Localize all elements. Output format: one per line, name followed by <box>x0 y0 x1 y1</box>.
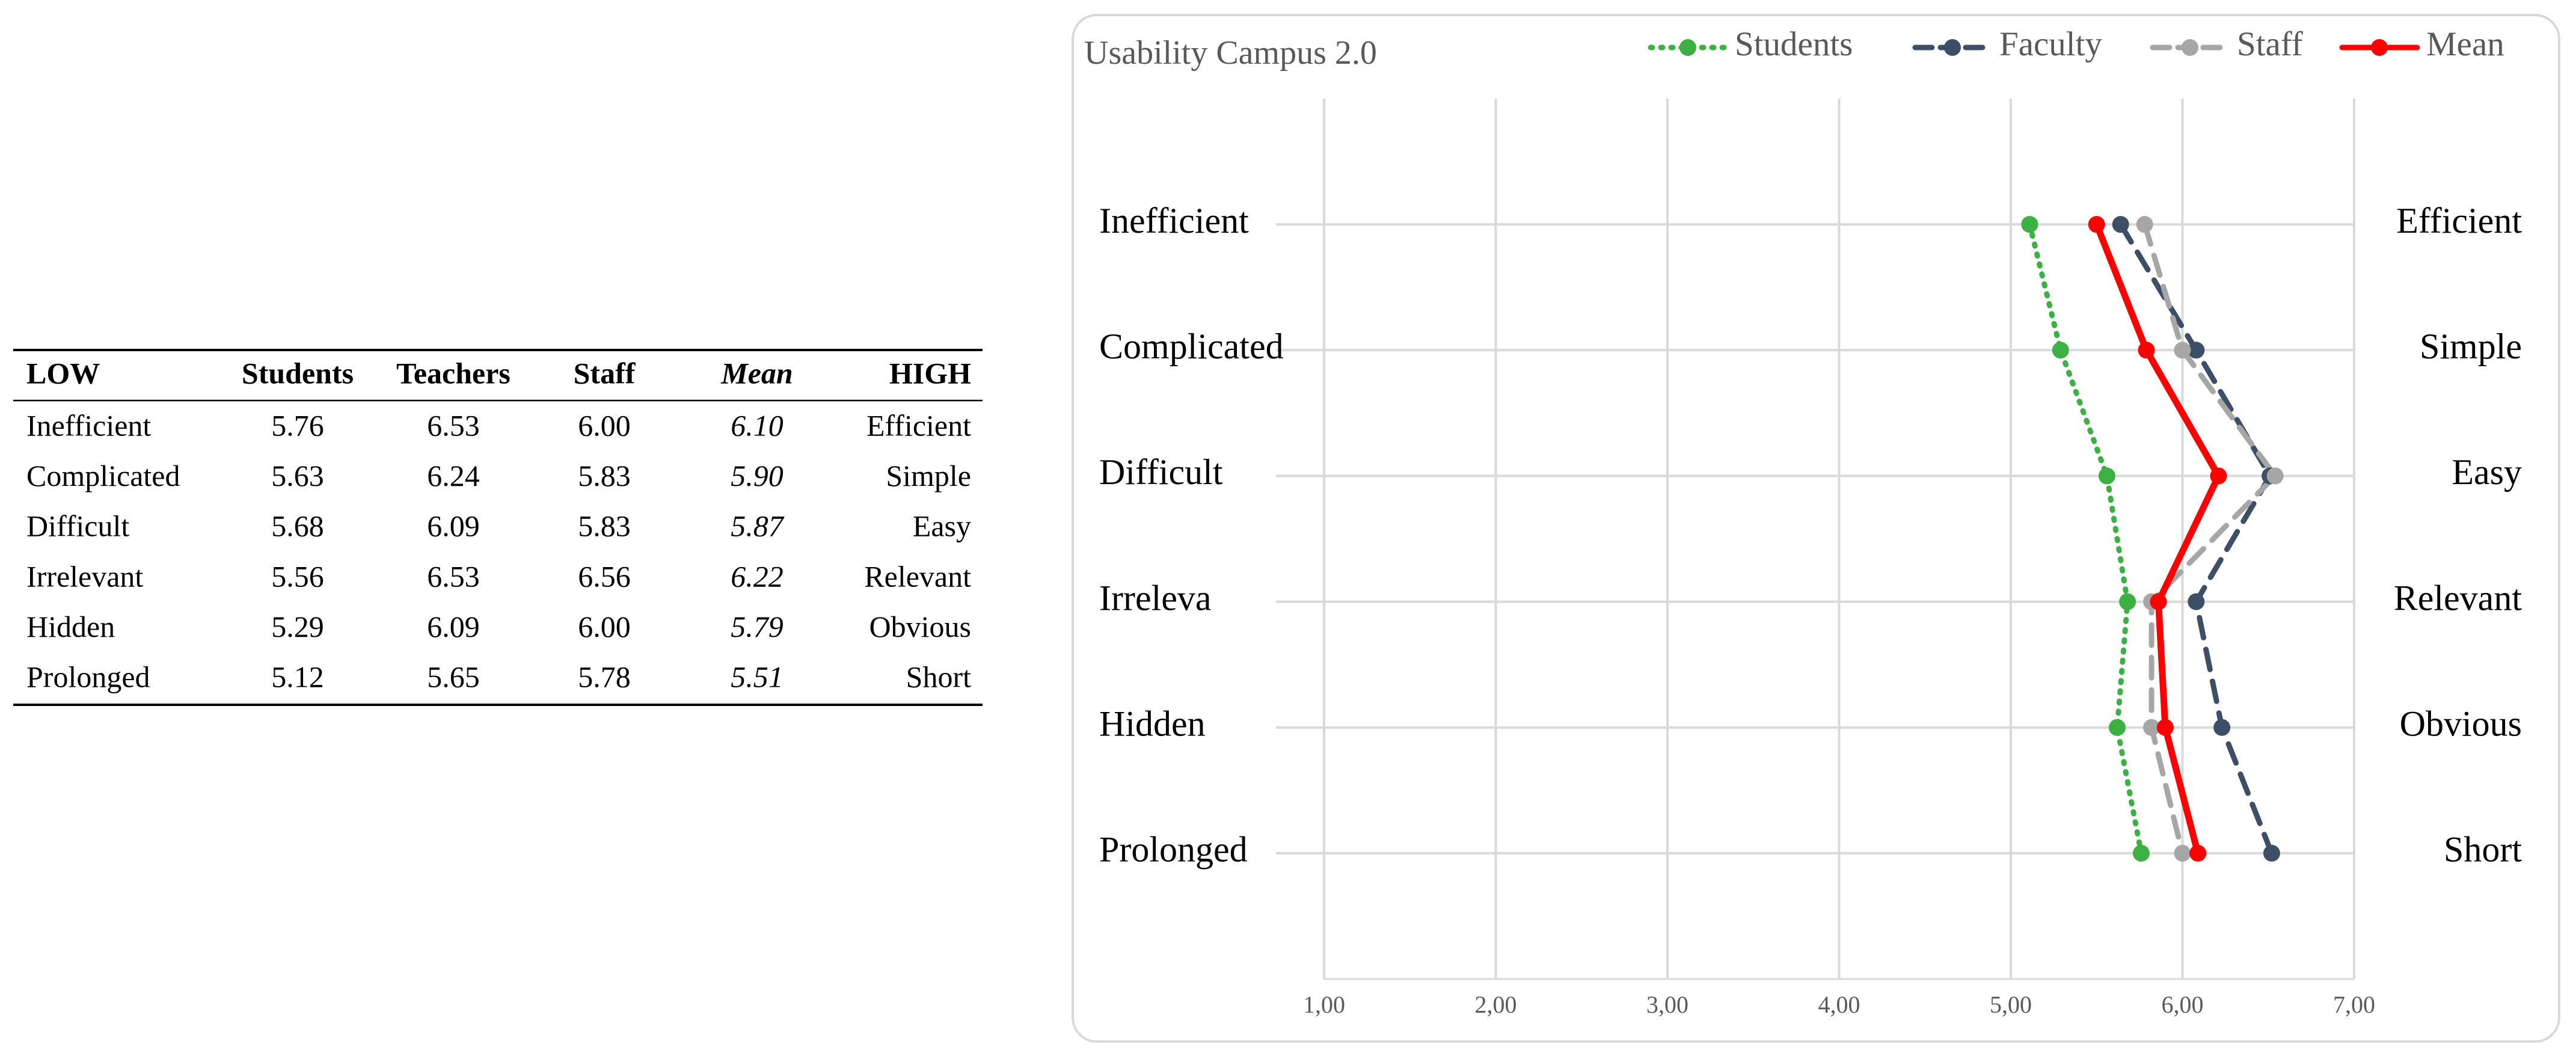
table-cell: Difficult <box>26 509 129 543</box>
table-cell: 5.65 <box>427 660 480 693</box>
series-line <box>2026 221 2144 856</box>
table-cell: 5.83 <box>578 459 631 493</box>
table-header-cell: Mean <box>720 356 793 390</box>
point <box>2188 342 2205 359</box>
series-line <box>2093 221 2222 857</box>
legend-label: Mean <box>2426 25 2504 63</box>
point <box>2174 342 2191 359</box>
point <box>2021 216 2038 233</box>
table-cell: 6.09 <box>427 610 480 643</box>
chart-frame <box>1072 14 2560 1043</box>
table-cell: 6.53 <box>427 559 480 593</box>
table-cell: Hidden <box>26 610 115 643</box>
table-cell: 6.10 <box>731 408 784 442</box>
legend-marker <box>2371 39 2388 56</box>
point <box>2143 719 2160 736</box>
category-label: Hidden <box>1099 704 1206 743</box>
table-cell: Easy <box>913 509 971 543</box>
table-header-cell: Teachers <box>396 356 511 390</box>
x-tick-label: 1,00 <box>1303 991 1345 1018</box>
legend-marker <box>2182 39 2198 56</box>
point <box>2210 467 2227 485</box>
table-cell: Prolonged <box>26 660 150 693</box>
table-cell: 5.83 <box>578 509 631 543</box>
table-cell: 5.79 <box>731 610 784 643</box>
category-label: Difficult <box>1099 452 1223 492</box>
point <box>2132 844 2150 862</box>
table-cell: 5.87 <box>731 509 785 543</box>
x-tick-label: 2,00 <box>1475 991 1517 1018</box>
table-cell: 5.56 <box>271 559 324 593</box>
table-cell: 6.00 <box>578 610 631 643</box>
category-label: Complicated <box>1099 327 1284 366</box>
table-cell: Simple <box>886 459 971 493</box>
legend-label: Faculty <box>1999 25 2102 63</box>
point <box>2136 216 2153 233</box>
category-label: Irreleva <box>1099 578 1212 618</box>
x-tick-label: 5,00 <box>1990 991 2032 1018</box>
legend-label: Students <box>1735 25 1853 63</box>
point <box>2150 593 2167 610</box>
table-cell: 6.56 <box>578 559 631 593</box>
table-header-cell: Students <box>242 356 354 390</box>
category-label-right: Short <box>2444 830 2522 870</box>
point <box>2088 216 2105 233</box>
table-cell: 5.12 <box>271 660 324 693</box>
table-header-cell: LOW <box>26 356 100 390</box>
table-cell: Relevant <box>864 559 971 593</box>
category-label-right: Relevant <box>2394 578 2522 618</box>
category-label: Inefficient <box>1099 201 1249 241</box>
x-tick-label: 4,00 <box>1818 991 1860 1018</box>
category-label-right: Simple <box>2420 327 2522 366</box>
legend-marker <box>1679 39 1696 56</box>
point <box>2138 342 2155 359</box>
legend-marker <box>1944 39 1961 56</box>
point <box>2263 844 2280 862</box>
point <box>2213 719 2231 736</box>
point <box>2266 467 2284 485</box>
series-line <box>2142 221 2279 856</box>
category-label-right: Efficient <box>2396 201 2522 241</box>
table-cell: 6.53 <box>427 408 480 442</box>
point <box>2188 593 2205 610</box>
table-header-cell: HIGH <box>889 356 971 390</box>
point <box>2119 593 2136 610</box>
table-cell: 6.09 <box>427 509 480 543</box>
table-cell: 5.76 <box>271 408 324 442</box>
point <box>2109 719 2126 736</box>
category-label-right: Easy <box>2452 452 2522 492</box>
table-cell: Inefficient <box>26 408 151 442</box>
point <box>2112 216 2129 233</box>
x-tick-label: 3,00 <box>1646 991 1688 1018</box>
table-cell: 5.29 <box>271 610 324 643</box>
point <box>2156 719 2174 736</box>
table-cell: Irrelevant <box>26 559 143 593</box>
category-label: Prolonged <box>1099 830 1248 870</box>
legend-label: Staff <box>2237 25 2303 63</box>
table-cell: Short <box>906 660 971 693</box>
x-tick-label: 6,00 <box>2162 991 2204 1018</box>
table-cell: 6.22 <box>731 559 784 593</box>
point <box>2098 467 2115 485</box>
table-cell: 5.63 <box>271 459 324 493</box>
table-cell: 5.90 <box>731 459 784 493</box>
table-cell: 5.68 <box>271 509 324 543</box>
point <box>2174 844 2191 862</box>
table-cell: 5.51 <box>731 660 784 693</box>
table-cell: Complicated <box>26 459 180 493</box>
point <box>2052 342 2069 359</box>
table-cell: 6.00 <box>578 408 631 442</box>
table-cell: Obvious <box>869 610 971 643</box>
table-cell: Efficient <box>866 408 971 442</box>
chart-title: Usability Campus 2.0 <box>1084 34 1377 72</box>
table-header-cell: Staff <box>574 356 636 390</box>
table-cell: 5.78 <box>578 660 631 693</box>
table-cell: 6.24 <box>427 459 480 493</box>
x-tick-label: 7,00 <box>2333 991 2375 1018</box>
point <box>2189 844 2207 862</box>
series-line <box>2118 221 2275 856</box>
category-label-right: Obvious <box>2400 704 2522 743</box>
